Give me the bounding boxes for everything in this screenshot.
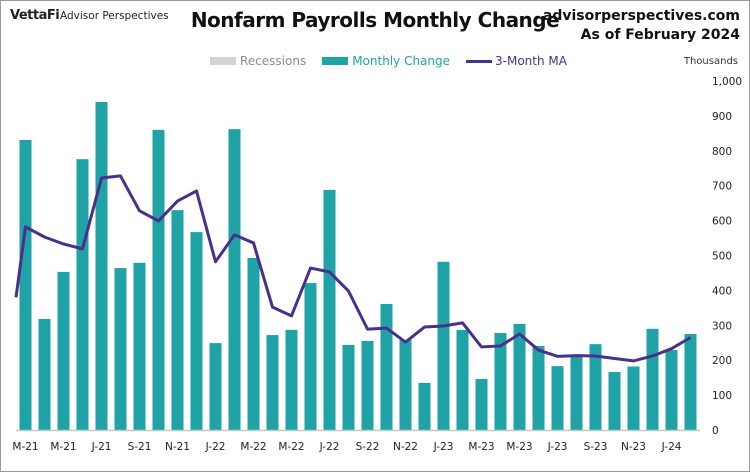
bar-dec-21	[190, 232, 203, 430]
bar-sep-21	[133, 262, 146, 430]
legend-recessions: Recessions	[210, 54, 306, 68]
bar-oct-22	[380, 304, 393, 430]
legend-monthly-change: Monthly Change	[322, 54, 450, 68]
bar-sep-22	[361, 341, 374, 430]
bar-jun-21	[76, 159, 89, 430]
bar-sep-23	[589, 344, 602, 430]
bars-group	[19, 101, 697, 431]
advisor-perspectives-label: Advisor Perspectives	[60, 10, 169, 22]
as-of-date: As of February 2024	[580, 27, 740, 43]
bar-oct-21	[152, 129, 165, 431]
x-tick-label: S-23	[584, 441, 608, 453]
bar-jan-24	[665, 350, 678, 430]
x-tick-label: J-21	[91, 441, 112, 453]
chart-legend: Recessions Monthly Change 3-Month MA	[210, 54, 583, 68]
bar-apr-22	[266, 335, 279, 430]
bar-aug-22	[342, 344, 355, 430]
x-tick-label: N-23	[621, 441, 646, 453]
legend-ma-label: 3-Month MA	[495, 54, 567, 68]
x-tick-label: M-21	[12, 441, 38, 453]
x-tick-label: M-21	[50, 441, 76, 453]
x-ticks-group: M-21 M-21 J-21 S-21 N-21 J-22 M-22 M-22 J-22 S-22…	[12, 441, 681, 453]
y-tick-label: 1,000	[712, 76, 742, 88]
bar-apr-23	[494, 332, 507, 430]
x-tick-label: N-21	[165, 441, 190, 453]
x-tick-label: J-22	[319, 441, 340, 453]
bar-nov-22	[399, 339, 412, 430]
x-tick-label: S-22	[356, 441, 380, 453]
bar-mar-21	[19, 139, 32, 430]
ma-line-group	[14, 174, 692, 363]
bar-nov-21	[171, 210, 184, 430]
recessions-swatch	[210, 57, 236, 65]
x-tick-label: M-22	[240, 441, 266, 453]
y-tick-label: 300	[712, 320, 732, 332]
bar-jun-22	[304, 283, 317, 430]
bar-aug-23	[570, 357, 583, 430]
y-tick-label: 700	[712, 181, 732, 193]
bar-jun-23	[532, 345, 545, 430]
y-tick-label: 400	[712, 285, 732, 297]
ma-swatch	[466, 59, 493, 63]
chart-title: Nonfarm Payrolls Monthly Change	[190, 8, 560, 32]
bar-may-22	[285, 329, 298, 430]
bar-dec-23	[646, 328, 659, 430]
y-tick-label: 900	[712, 111, 732, 123]
bar-mar-22	[247, 257, 260, 430]
bar-aug-21	[114, 268, 127, 430]
x-tick-label: N-22	[393, 441, 418, 453]
bar-feb-23	[456, 329, 469, 430]
y-tick-label: 100	[712, 390, 732, 402]
x-tick-label: M-23	[468, 441, 494, 453]
site-url: advisorperspectives.com	[542, 8, 740, 24]
bar-jul-22	[323, 189, 336, 430]
y-axis-units: Thousands	[683, 56, 738, 67]
x-tick-label: M-22	[278, 441, 304, 453]
bar-jan-23	[437, 261, 450, 430]
bar-jul-23	[551, 366, 564, 430]
y-tick-label: 600	[712, 216, 732, 228]
x-tick-label: S-21	[128, 441, 152, 453]
bar-feb-24	[684, 334, 697, 430]
bar-may-21	[57, 271, 70, 430]
bar-nov-23	[627, 366, 640, 430]
monthly-change-swatch	[322, 57, 349, 65]
x-tick-label: J-24	[661, 441, 682, 453]
x-tick-label: J-23	[547, 441, 568, 453]
bar-may-23	[513, 323, 526, 430]
y-tick-label: 800	[712, 146, 732, 158]
legend-recessions-label: Recessions	[240, 54, 307, 68]
legend-ma: 3-Month MA	[466, 54, 567, 68]
bar-apr-21	[38, 319, 51, 430]
y-ticks-group: 0 100 200 300 400 500 600 700 800 900 1,000	[712, 76, 742, 437]
y-tick-label: 500	[712, 251, 732, 263]
source-block: advisorperspectives.com As of February 2…	[543, 7, 740, 45]
bar-dec-22	[418, 382, 431, 430]
y-tick-label: 0	[712, 425, 719, 437]
bar-jan-22	[209, 343, 222, 430]
x-tick-label: J-23	[433, 441, 454, 453]
x-tick-label: M-23	[506, 441, 532, 453]
bar-feb-22	[228, 129, 241, 431]
y-tick-label: 200	[712, 355, 732, 367]
vettafi-logo: VettaFi	[10, 8, 60, 23]
bar-oct-23	[608, 372, 621, 430]
bar-mar-23	[475, 379, 488, 430]
legend-monthly-change-label: Monthly Change	[352, 54, 451, 68]
x-tick-label: J-22	[205, 441, 226, 453]
bar-jul-21	[95, 101, 108, 430]
